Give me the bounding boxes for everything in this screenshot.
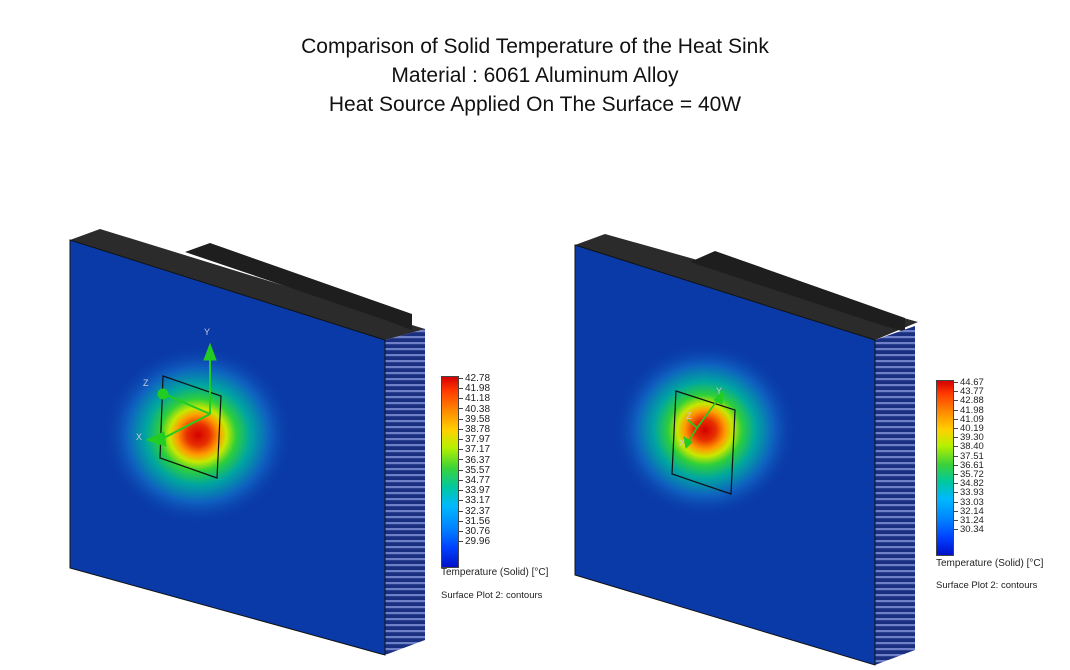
right-legend-value: 38.40 bbox=[954, 442, 984, 452]
right-legend-value: 43.77 bbox=[954, 387, 984, 396]
right-fin-side bbox=[875, 326, 915, 665]
right-legend-value: 33.93 bbox=[954, 488, 984, 498]
right-legend-title: Temperature (Solid) [°C] bbox=[936, 558, 1044, 569]
left-legend-value: 32.37 bbox=[459, 506, 490, 517]
title-line-1: Comparison of Solid Temperature of the H… bbox=[301, 35, 769, 58]
right-temperature-contour bbox=[613, 342, 797, 518]
left-heat-source-outline bbox=[159, 375, 222, 479]
right-legend-value: 41.09 bbox=[954, 415, 984, 424]
right-axis-z-label: Z bbox=[686, 411, 692, 421]
figure-title: Comparison of Solid Temperature of the H… bbox=[0, 32, 1070, 119]
left-legend-value: 33.17 bbox=[459, 496, 490, 506]
right-axis-y-label: Y bbox=[716, 386, 722, 396]
right-legend-value: 42.88 bbox=[954, 396, 984, 406]
left-legend-value: 33.97 bbox=[459, 486, 490, 496]
left-legend-value: 29.96 bbox=[459, 537, 490, 547]
right-legend-value: 40.19 bbox=[954, 424, 984, 433]
right-legend-value: 33.03 bbox=[954, 497, 984, 507]
left-legend-value: 41.98 bbox=[459, 384, 490, 394]
right-legend-value: 34.82 bbox=[954, 479, 984, 488]
right-heatsink-model: Y Z X bbox=[574, 234, 918, 666]
left-back-block bbox=[185, 243, 412, 330]
title-line-3: Heat Source Applied On The Surface = 40W bbox=[328, 93, 742, 116]
right-front-outline bbox=[574, 244, 876, 666]
right-legend-value: 41.98 bbox=[954, 405, 984, 415]
left-temperature-contour bbox=[103, 345, 293, 525]
right-legend-value: 32.14 bbox=[954, 507, 984, 516]
left-legend-value: 30.76 bbox=[459, 526, 490, 537]
right-legend-colorbar bbox=[936, 380, 954, 556]
left-plot-name: Surface Plot 2: contours bbox=[441, 590, 543, 601]
right-legend-value: 31.24 bbox=[954, 516, 984, 525]
right-legend-value: 39.30 bbox=[954, 433, 984, 442]
left-top-face bbox=[70, 229, 425, 340]
right-legend-value: 36.61 bbox=[954, 461, 984, 470]
left-legend-ticks: 42.78 41.98 41.18 40.38 39.58 38.78 37.97 37.17… bbox=[459, 373, 490, 547]
right-legend-ticks: 44.67 43.77 42.88 41.98 41.09 40.19 39.30 38.40… bbox=[954, 378, 984, 535]
left-legend-value: 37.97 bbox=[459, 435, 490, 445]
title-line-2: Material : 6061 Aluminum Alloy bbox=[391, 64, 679, 87]
left-axis-y-label: Y bbox=[204, 327, 210, 337]
left-axis-triad bbox=[145, 342, 217, 447]
left-axis-z-label: Z bbox=[143, 378, 149, 388]
left-legend-value: 41.18 bbox=[459, 394, 490, 404]
right-plot-name: Surface Plot 2: contours bbox=[936, 580, 1038, 591]
left-legend-value: 38.78 bbox=[459, 424, 490, 435]
left-legend-value: 34.77 bbox=[459, 475, 490, 486]
left-legend-value: 31.56 bbox=[459, 516, 490, 527]
left-front-outline bbox=[69, 239, 386, 656]
right-back-block bbox=[690, 251, 905, 332]
left-legend-value: 40.38 bbox=[459, 404, 490, 415]
left-legend-value: 35.57 bbox=[459, 465, 490, 476]
right-legend-value: 30.34 bbox=[954, 525, 984, 535]
left-legend-colorbar bbox=[441, 376, 459, 568]
right-axis-x-label: X bbox=[679, 438, 685, 448]
right-top-face bbox=[575, 234, 918, 340]
right-legend-value: 44.67 bbox=[954, 378, 984, 387]
left-legend-value: 39.58 bbox=[459, 414, 490, 425]
right-legend-value: 35.72 bbox=[954, 470, 984, 479]
left-axis-x-label: X bbox=[136, 432, 142, 442]
left-fin-side bbox=[385, 329, 425, 655]
left-legend-value: 36.37 bbox=[459, 455, 490, 466]
right-axis-triad bbox=[683, 389, 724, 450]
left-legend-value: 37.17 bbox=[459, 445, 490, 455]
right-legend-value: 37.51 bbox=[954, 451, 984, 461]
left-heatsink-model: Y Z X bbox=[69, 229, 425, 656]
left-legend-title: Temperature (Solid) [°C] bbox=[441, 567, 549, 578]
left-legend-value: 42.78 bbox=[459, 373, 490, 384]
